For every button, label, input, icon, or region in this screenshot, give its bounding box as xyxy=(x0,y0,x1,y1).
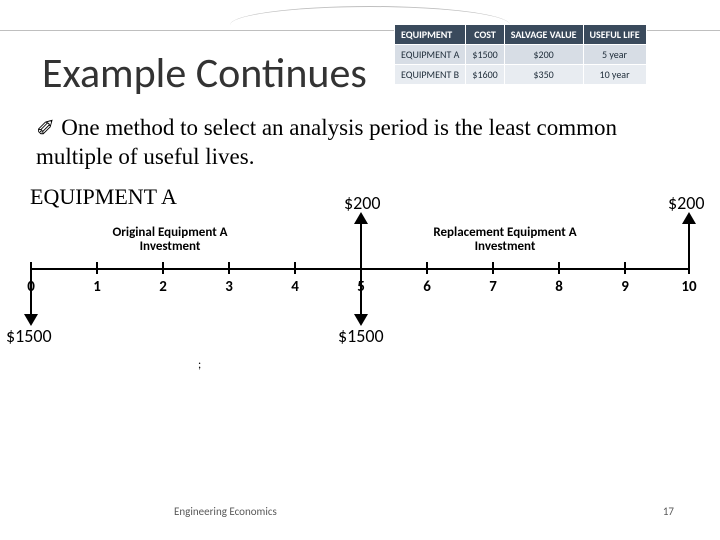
stray-artifact: ; xyxy=(198,358,201,372)
footer-subject: Engineering Economics xyxy=(174,505,277,518)
tick-3: 3 xyxy=(225,278,233,296)
bullet-block: ✐One method to select an analysis period… xyxy=(36,114,676,172)
equipment-a-label: EQUIPMENT A xyxy=(30,184,177,210)
original-investment-label: Original Equipment A Investment xyxy=(90,226,250,255)
tick-8: 8 xyxy=(555,278,563,296)
tick-7: 7 xyxy=(489,278,497,296)
investment-arrow-1 xyxy=(30,270,32,316)
tick-1: 1 xyxy=(93,278,101,296)
tick-10: 10 xyxy=(681,278,696,296)
table-row: EQUIPMENT A $1500 $200 5 year xyxy=(395,45,647,65)
slide-title: Example Continues xyxy=(42,48,367,99)
tick-2: 2 xyxy=(159,278,167,296)
top-curve xyxy=(230,6,510,25)
equipment-table: EQUIPMENT COST SALVAGE VALUE USEFUL LIFE… xyxy=(394,24,647,85)
slide: Example Continues EQUIPMENT COST SALVAGE… xyxy=(0,0,720,540)
col-useful-life: USEFUL LIFE xyxy=(583,25,646,45)
investment-arrow-2 xyxy=(360,270,362,316)
replacement-investment-label: Replacement Equipment A Investment xyxy=(420,226,590,255)
salvage-amount-1: $200 xyxy=(344,192,381,214)
bullet-icon: ✐ xyxy=(36,114,55,143)
tick-9: 9 xyxy=(621,278,629,296)
tick-4: 4 xyxy=(291,278,299,296)
salvage-amount-2: $200 xyxy=(668,192,705,214)
col-cost: COST xyxy=(466,25,504,45)
col-salvage: SALVAGE VALUE xyxy=(504,25,583,45)
investment-amount-2: $1500 xyxy=(338,325,384,347)
bullet-text: One method to select an analysis period … xyxy=(36,115,617,169)
table-row: EQUIPMENT B $1600 $350 10 year xyxy=(395,65,647,85)
footer-page-number: 17 xyxy=(663,505,674,518)
investment-amount-1: $1500 xyxy=(6,325,52,347)
tick-6: 6 xyxy=(423,278,431,296)
table-header-row: EQUIPMENT COST SALVAGE VALUE USEFUL LIFE xyxy=(395,25,647,45)
col-equipment: EQUIPMENT xyxy=(395,25,466,45)
